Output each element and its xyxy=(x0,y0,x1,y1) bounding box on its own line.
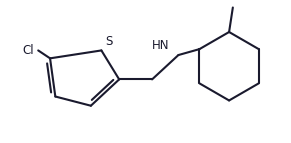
Text: S: S xyxy=(106,35,113,48)
Text: HN: HN xyxy=(152,39,170,52)
Text: Cl: Cl xyxy=(22,44,33,57)
